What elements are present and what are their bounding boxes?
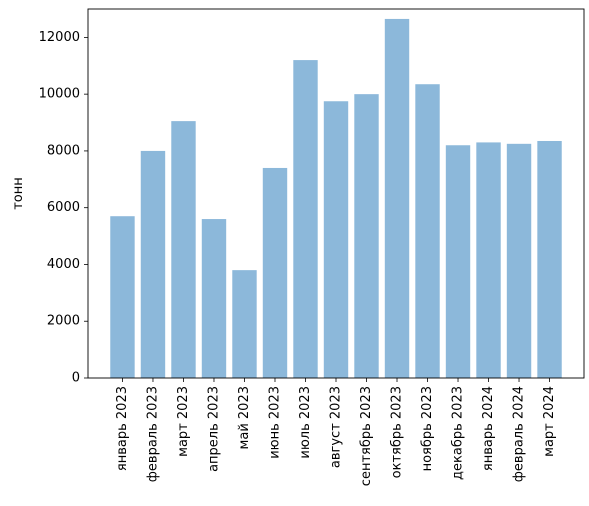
bar	[537, 140, 562, 378]
x-tick-label: май 2023	[237, 386, 252, 449]
bar	[445, 145, 471, 378]
y-tick-label: 12000	[39, 30, 80, 45]
bar	[140, 150, 166, 378]
x-tick-label: июнь 2023	[267, 386, 282, 459]
x-tick-label: октябрь 2023	[390, 386, 405, 478]
bar	[171, 121, 196, 378]
plot-frame	[87, 8, 585, 379]
y-tick-label: 10000	[39, 87, 80, 102]
x-tick-label: сентябрь 2023	[359, 386, 374, 486]
y-tick-label: 4000	[47, 257, 80, 272]
x-tick-label: январь 2024	[481, 386, 496, 471]
bar	[506, 143, 532, 378]
x-tick-label: март 2023	[176, 386, 191, 457]
bar	[323, 101, 349, 378]
x-tick-label: июль 2023	[298, 386, 313, 459]
x-tick-label: февраль 2024	[512, 386, 527, 482]
bar	[354, 94, 379, 379]
x-tick-label: март 2024	[542, 386, 557, 457]
y-axis-ticks: 0 2000 4000 6000 8000 10000 12000	[39, 30, 88, 386]
bar	[293, 60, 318, 378]
bar	[415, 84, 440, 378]
y-tick-label: 2000	[47, 314, 80, 329]
y-tick-label: 0	[72, 371, 80, 386]
x-tick-label: февраль 2023	[145, 386, 160, 482]
bar	[262, 167, 288, 378]
y-tick-label: 6000	[47, 200, 80, 215]
bar	[384, 18, 410, 378]
bar	[476, 142, 501, 378]
bar	[110, 216, 135, 378]
x-tick-label: август 2023	[329, 386, 344, 468]
x-tick-label: декабрь 2023	[451, 386, 466, 480]
bar	[201, 219, 227, 378]
y-axis-label: тонн	[11, 177, 26, 210]
x-tick-label: апрель 2023	[206, 386, 221, 472]
bar	[232, 270, 257, 378]
y-tick-label: 8000	[47, 143, 80, 158]
x-tick-label: ноябрь 2023	[420, 386, 435, 471]
x-tick-label: январь 2023	[115, 386, 130, 471]
x-axis-ticks: январь 2023 февраль 2023 март 2023 апрель 2…	[115, 378, 557, 486]
bars-group	[110, 18, 562, 379]
